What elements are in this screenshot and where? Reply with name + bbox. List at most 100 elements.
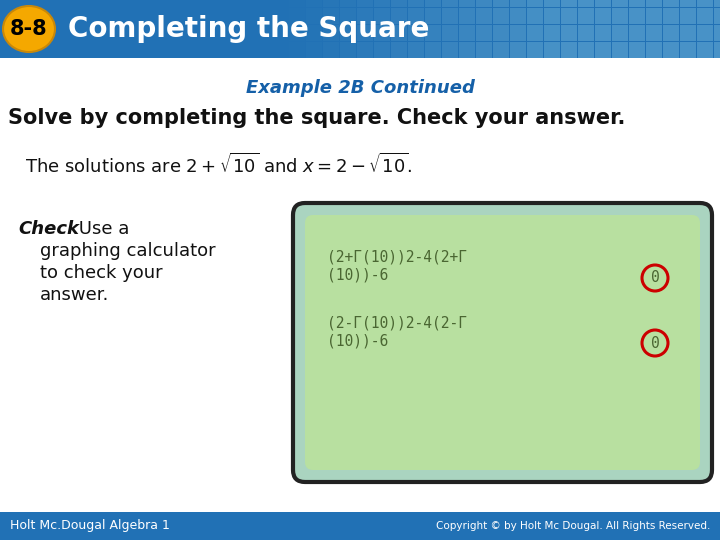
Bar <box>714 8 720 24</box>
Bar <box>527 0 543 7</box>
Bar <box>459 42 475 58</box>
Bar <box>527 8 543 24</box>
Bar <box>612 25 628 41</box>
Bar <box>289 42 305 58</box>
Bar <box>442 8 458 24</box>
Bar <box>306 8 322 24</box>
Text: to check your: to check your <box>40 264 163 282</box>
Bar <box>527 25 543 41</box>
Bar <box>510 0 526 7</box>
Bar <box>357 25 373 41</box>
Bar <box>289 25 305 41</box>
Bar <box>306 42 322 58</box>
Bar <box>595 0 611 7</box>
Bar <box>323 25 339 41</box>
Text: (2-Γ(10))2-4(2-Γ: (2-Γ(10))2-4(2-Γ <box>327 315 467 330</box>
Bar <box>493 0 509 7</box>
Bar <box>391 0 407 7</box>
Bar <box>561 42 577 58</box>
Bar <box>323 0 339 7</box>
Bar <box>374 25 390 41</box>
Bar <box>646 0 662 7</box>
Bar <box>544 0 560 7</box>
Bar <box>340 8 356 24</box>
Bar <box>357 42 373 58</box>
Bar <box>0 512 720 540</box>
Text: Holt Mc.Dougal Algebra 1: Holt Mc.Dougal Algebra 1 <box>10 519 170 532</box>
Bar <box>629 42 645 58</box>
Bar <box>612 0 628 7</box>
Bar <box>680 0 696 7</box>
Bar <box>425 0 441 7</box>
Bar <box>680 42 696 58</box>
Bar <box>408 25 424 41</box>
Bar <box>663 42 679 58</box>
Text: (10))-6: (10))-6 <box>327 268 388 283</box>
Text: Use a: Use a <box>73 220 130 238</box>
Bar <box>408 0 424 7</box>
Bar <box>289 8 305 24</box>
Bar <box>340 42 356 58</box>
Bar <box>646 25 662 41</box>
Text: answer.: answer. <box>40 286 109 304</box>
Ellipse shape <box>3 6 55 52</box>
Bar <box>493 8 509 24</box>
Text: 0: 0 <box>651 271 660 286</box>
Bar <box>391 42 407 58</box>
Bar <box>578 8 594 24</box>
Bar <box>0 0 720 58</box>
Bar <box>374 42 390 58</box>
Bar <box>697 25 713 41</box>
Bar <box>408 8 424 24</box>
Bar <box>357 8 373 24</box>
Bar <box>510 25 526 41</box>
Bar <box>629 0 645 7</box>
Text: Completing the Square: Completing the Square <box>68 15 429 43</box>
Bar <box>391 8 407 24</box>
Bar <box>306 0 322 7</box>
Bar <box>612 8 628 24</box>
Bar <box>408 42 424 58</box>
Bar <box>425 25 441 41</box>
Bar <box>476 42 492 58</box>
Bar <box>561 0 577 7</box>
Bar <box>476 25 492 41</box>
Bar <box>578 25 594 41</box>
Text: Solve by completing the square. Check your answer.: Solve by completing the square. Check yo… <box>8 108 626 128</box>
Bar <box>544 42 560 58</box>
FancyBboxPatch shape <box>305 215 700 470</box>
Bar <box>459 25 475 41</box>
Bar <box>323 8 339 24</box>
Bar <box>510 42 526 58</box>
Bar <box>476 8 492 24</box>
Bar <box>714 25 720 41</box>
Bar <box>680 25 696 41</box>
Bar <box>442 0 458 7</box>
Bar <box>714 42 720 58</box>
Text: The solutions are $2 + \sqrt{10}$ and $x = 2 - \sqrt{10}$.: The solutions are $2 + \sqrt{10}$ and $x… <box>8 153 413 177</box>
Bar <box>714 0 720 7</box>
Bar <box>595 25 611 41</box>
Text: Copyright © by Holt Mc Dougal. All Rights Reserved.: Copyright © by Holt Mc Dougal. All Right… <box>436 521 710 531</box>
Bar <box>646 42 662 58</box>
Text: 0: 0 <box>651 335 660 350</box>
Bar <box>663 0 679 7</box>
Bar <box>561 25 577 41</box>
Bar <box>697 8 713 24</box>
Bar <box>578 42 594 58</box>
Bar <box>340 0 356 7</box>
Bar <box>357 0 373 7</box>
Bar <box>629 25 645 41</box>
Bar <box>612 42 628 58</box>
Bar <box>459 0 475 7</box>
Text: Check: Check <box>18 220 79 238</box>
Bar <box>697 0 713 7</box>
Bar <box>493 42 509 58</box>
Bar <box>680 8 696 24</box>
Bar <box>442 42 458 58</box>
Bar <box>374 0 390 7</box>
Bar <box>442 25 458 41</box>
Bar <box>561 8 577 24</box>
Bar <box>459 8 475 24</box>
Bar <box>289 0 305 7</box>
